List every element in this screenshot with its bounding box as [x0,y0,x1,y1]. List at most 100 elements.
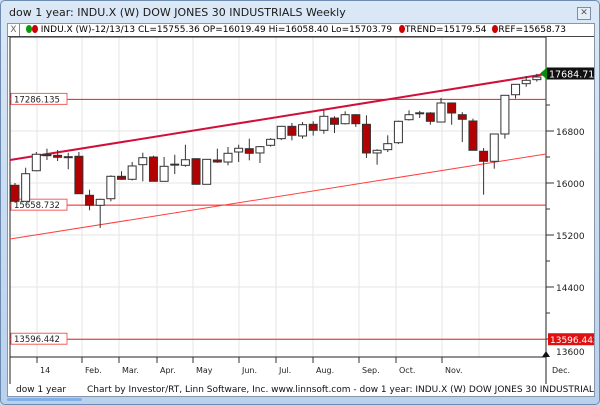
reference-label: 13596.442 [14,335,60,345]
candle-body [148,156,158,182]
candle [511,83,521,99]
candle-body [138,157,148,166]
candle [180,144,190,167]
candle-body [180,159,190,166]
candle-body [63,156,73,159]
candle-body [457,114,467,120]
candle-body [74,155,84,195]
candle-body [234,147,244,153]
reference-label-box [10,198,68,211]
candlestick-chart[interactable]: 16800 16000 15200 14400 13600 14 Feb. Mar. Apr. M… [8,24,594,384]
horizontal-scrollbar[interactable] [7,398,82,401]
upper-trend-line [9,73,547,161]
candle-body [372,149,382,154]
candle-body [340,114,350,125]
candle-body [255,146,265,154]
candle [31,151,41,172]
candle-body [223,152,233,163]
candle-body [436,102,446,123]
candle-body [489,133,499,162]
candle-body [31,153,41,172]
ref-dot-icon [492,25,499,33]
last-price-label: 17684.71 [549,69,594,80]
close-icon: ✕ [580,8,588,18]
status-chart-name: dow 1 year [16,385,67,395]
candle [127,162,137,181]
status-bar: dow 1 year Chart by Investor/RT, Linn So… [8,383,594,397]
candle-body [330,117,339,125]
legend-trend: TREND=15179.54 [404,25,487,35]
x-tick-label: Mar. [122,366,139,375]
candle-body [361,123,371,154]
candle-body [479,150,489,162]
x-tick-label: 14 [40,366,50,375]
candle [457,112,467,142]
candle-body [53,154,63,158]
candle [255,145,265,163]
x-tick-label: Jul. [278,366,291,375]
candle [276,125,286,141]
candle-body [95,198,105,206]
candle [436,97,446,123]
x-tick-label: Nov. [445,366,463,375]
candle-body [106,175,116,200]
x-tick-label: Oct. [399,366,415,375]
candle [468,118,478,151]
candle-body [404,114,414,121]
candle-body [191,158,201,185]
candle [63,152,73,170]
candle-body [276,125,286,140]
legend-open: OP=16019.49 [202,25,266,35]
candle [223,146,233,166]
close-button[interactable]: ✕ [577,7,591,20]
candle-body [351,114,361,125]
chart-pane: 16800 16000 15200 14400 13600 14 Feb. Mar. Apr. M… [7,23,595,397]
legend-bar: X INDU.X (W)-12/13/13 CL=15755.36 OP=160… [8,24,594,37]
candle-body [319,115,329,131]
y-tick-label: 16000 [556,180,585,190]
candle-body [287,125,297,136]
candle [21,167,31,202]
x-tick-label: Apr. [160,366,176,375]
candle-body [500,94,510,135]
candle [287,123,297,141]
candle-body [298,124,308,137]
candle-body [521,79,531,85]
x-tick-label: Sep. [362,366,380,375]
legend-symbol: INDU.X (W)-12/13/13 [40,25,136,35]
candle [191,158,201,185]
candle-body [21,173,31,202]
candle-body [308,123,318,131]
scroll-marker-icon [542,351,550,357]
candle [372,149,382,165]
y-tick-label: 14400 [556,284,585,294]
candle-body [532,76,542,81]
candle [521,76,531,87]
candle-body [266,138,276,146]
candle [361,115,371,158]
candle-body [244,148,254,154]
candle [479,148,489,195]
candle [351,114,361,127]
candle [319,110,329,134]
legend-low: Lo=15703.79 [331,25,393,35]
trend-dot-icon [398,25,405,33]
candle [42,148,52,160]
candle [148,155,158,182]
legend-high: Hi=16058.40 [268,25,329,35]
candle [74,151,84,195]
candle [404,110,414,121]
candle [340,111,350,125]
candle-body [425,112,435,122]
candle [308,121,318,136]
candle [298,122,308,139]
legend-close-button[interactable]: X [8,24,20,36]
legend-close: CL=15755.36 [138,25,200,35]
down-dot-icon [31,25,38,33]
candle [85,189,95,211]
candle-body [212,159,222,163]
candle [415,110,425,118]
candle [500,94,510,139]
candle [447,102,457,125]
